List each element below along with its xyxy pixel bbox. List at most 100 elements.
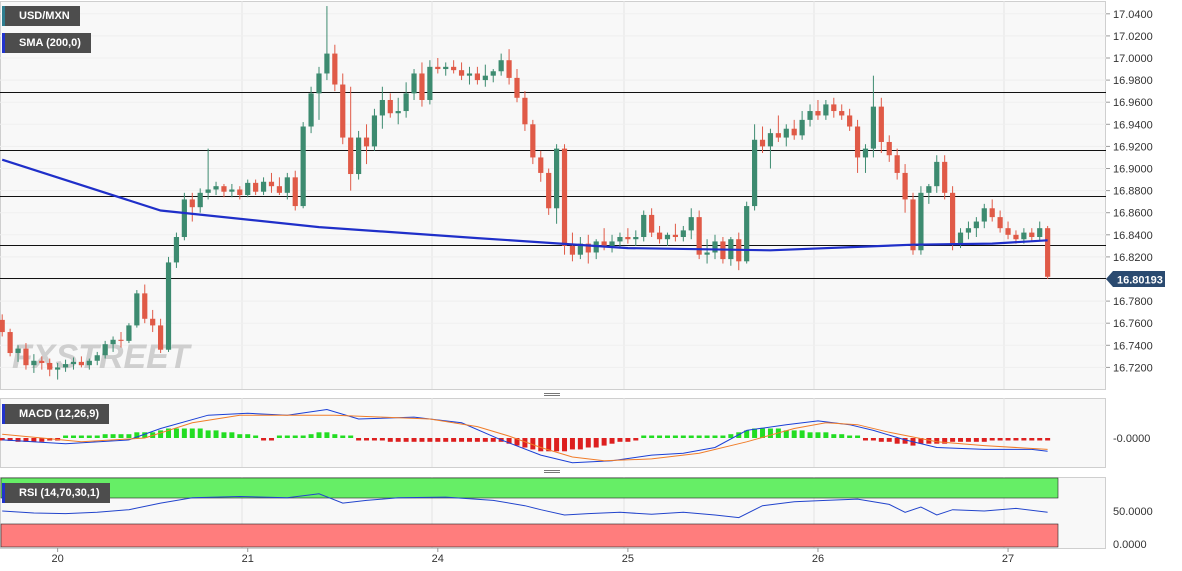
- candle-bear: [902, 172, 908, 200]
- macd-bar-negative: [530, 438, 536, 450]
- candle-bull: [395, 111, 401, 114]
- candle-bull: [981, 208, 987, 222]
- resize-handle-macd[interactable]: [542, 392, 562, 397]
- candle-bull: [767, 133, 774, 147]
- candle-bull: [617, 237, 623, 242]
- candle-bear: [791, 128, 797, 136]
- candle-bull: [965, 228, 972, 233]
- candle-bear: [435, 66, 441, 70]
- macd-bar-positive: [284, 435, 290, 438]
- macd-bar-positive: [720, 435, 726, 438]
- time-axis-label: 24: [432, 553, 444, 565]
- price-axis-label: 16.9600: [1113, 97, 1153, 109]
- macd-bar-negative: [601, 438, 607, 446]
- macd-bar-positive: [86, 435, 92, 438]
- macd-bar-negative: [419, 438, 425, 442]
- macd-bar-negative: [490, 438, 496, 442]
- macd-bar-negative: [965, 438, 971, 442]
- macd-bar-positive: [300, 435, 306, 438]
- macd-bar-positive: [744, 430, 750, 438]
- candle-bear: [158, 325, 164, 350]
- macd-bar-positive: [166, 428, 172, 438]
- candle-bull: [411, 73, 417, 94]
- time-axis-label: 26: [812, 553, 824, 565]
- candle-bear: [7, 332, 13, 354]
- candle-bear: [276, 186, 282, 193]
- candle-bull: [554, 148, 560, 209]
- macd-bar-positive: [831, 434, 837, 438]
- price-axis-label: 16.8400: [1113, 230, 1153, 242]
- legend-sma[interactable]: SMA (200,0): [2, 33, 91, 53]
- rsi-oversold-band: [0, 523, 1059, 548]
- macd-bar-positive: [657, 435, 663, 438]
- macd-bar-negative: [902, 438, 908, 444]
- macd-bar-negative: [364, 438, 370, 441]
- price-axis-label: 17.0200: [1113, 31, 1153, 43]
- candle-bear: [1013, 234, 1019, 240]
- legend-symbol[interactable]: USD/MXN: [2, 6, 80, 26]
- macd-bar-positive: [688, 435, 694, 438]
- candle-bear: [514, 77, 520, 98]
- macd-bar-negative: [918, 438, 924, 444]
- candle-bear: [561, 148, 568, 246]
- macd-bar-negative: [1005, 438, 1011, 441]
- candle-bear: [569, 245, 576, 255]
- candle-bear: [672, 234, 678, 238]
- candle-bear: [340, 84, 346, 138]
- candle-bull: [783, 128, 789, 138]
- macd-bar-positive: [142, 432, 148, 438]
- macd-bar-negative: [15, 438, 21, 442]
- resize-handle-rsi[interactable]: [542, 469, 562, 474]
- candle-bull: [245, 182, 251, 196]
- candle-bear: [506, 60, 512, 78]
- candle-bull: [443, 66, 449, 70]
- candle-bear: [253, 182, 259, 192]
- candle-bear: [847, 115, 853, 127]
- macd-bar-negative: [989, 438, 995, 441]
- candle-bull: [70, 361, 77, 365]
- candle-bear: [363, 137, 370, 147]
- macd-bar-negative: [1037, 438, 1043, 441]
- candle-bull: [126, 325, 132, 341]
- macd-bar-negative: [474, 438, 480, 442]
- price-axis-label: 16.8800: [1113, 186, 1153, 198]
- candle-bull: [15, 348, 21, 354]
- macd-bar-negative: [451, 438, 457, 442]
- candle-bear: [419, 73, 425, 100]
- rsi-axis-label: 0.0000: [1113, 539, 1147, 551]
- price-tag-value: 16.80193: [1117, 275, 1163, 287]
- candle-bull: [870, 106, 876, 149]
- candle-bull: [165, 262, 172, 350]
- price-axis-label: 16.8200: [1113, 252, 1153, 264]
- watermark-logo: FXSTREET: [12, 338, 193, 376]
- candle-bull: [316, 73, 322, 94]
- price-axis-label: 17.0000: [1113, 53, 1153, 65]
- candle-bear: [831, 104, 837, 112]
- macd-bar-positive: [332, 434, 338, 438]
- candle-bull: [197, 192, 203, 208]
- candle-bull: [62, 364, 69, 368]
- candle-bear: [458, 70, 465, 76]
- candle-bull: [482, 75, 488, 81]
- pane-resize-handles[interactable]: [542, 392, 562, 474]
- macd-bar-negative: [554, 438, 560, 452]
- price-axis-label: 16.7600: [1113, 318, 1153, 330]
- candle-bear: [23, 348, 29, 366]
- legend-macd[interactable]: MACD (12,26,9): [2, 404, 110, 424]
- macd-bar-positive: [649, 435, 655, 438]
- macd-bar-positive: [173, 428, 179, 438]
- macd-bar-positive: [704, 435, 710, 438]
- macd-bar-negative: [862, 438, 868, 441]
- candle-bear: [292, 177, 298, 207]
- price-axis: 17.0400 17.0200 17.0000 16.9800 16.9600 16.94…: [1106, 9, 1153, 551]
- candle-bear: [839, 111, 845, 116]
- macd-bar-positive: [126, 434, 132, 438]
- candle-bull: [633, 237, 639, 240]
- candle-bear: [268, 181, 275, 187]
- candle-bear: [910, 199, 916, 251]
- legend-rsi[interactable]: RSI (14,70,30,1): [2, 483, 110, 503]
- macd-bar-positive: [641, 435, 647, 438]
- candle-bull: [284, 177, 290, 193]
- candle-bear: [546, 172, 552, 209]
- candle-bear: [237, 189, 243, 196]
